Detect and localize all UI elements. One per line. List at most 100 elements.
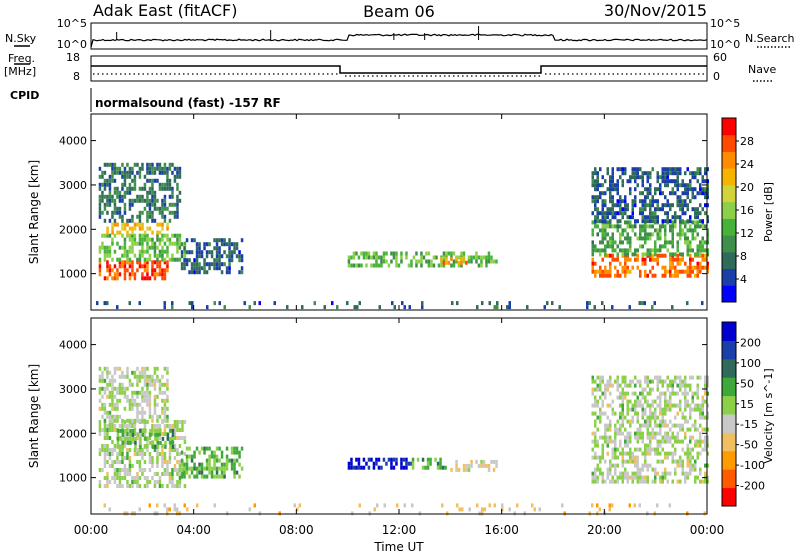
heatmap-cell (166, 174, 169, 179)
heatmap-cell (699, 435, 702, 440)
heatmap-cell (636, 403, 639, 408)
heatmap-cell (113, 418, 117, 423)
heatmap-cell (131, 418, 134, 423)
heatmap-cell (131, 166, 134, 171)
heatmap-cell (118, 390, 122, 395)
heatmap-cell (141, 237, 144, 242)
heatmap-cell (704, 383, 707, 388)
heatmap-cell (138, 210, 142, 215)
heatmap-cell (624, 383, 627, 388)
heatmap-cell (467, 255, 471, 260)
heatmap-cell (193, 266, 196, 271)
heatmap-cell (591, 257, 594, 262)
heatmap-cell (596, 475, 599, 480)
heatmap-cell (106, 198, 109, 203)
heatmap-cell (679, 219, 682, 224)
heatmap-cell (684, 375, 687, 380)
heatmap-cell (626, 439, 629, 444)
heatmap-cell (166, 406, 169, 411)
heatmap-cell (118, 264, 122, 269)
heatmap-cell (594, 171, 597, 176)
heatmap-cell (634, 455, 637, 460)
heatmap-cell (133, 390, 137, 395)
heatmap-cell (218, 238, 221, 243)
heatmap-cell (223, 470, 226, 475)
heatmap-cell (370, 263, 373, 268)
heatmap-cell (591, 220, 594, 225)
heatmap-cell (601, 257, 604, 262)
heatmap-cell (631, 415, 634, 420)
heatmap-cell (134, 444, 137, 449)
heatmap-cell (173, 456, 177, 460)
heatmap-cell (614, 411, 617, 416)
heatmap-cell (488, 301, 491, 306)
heatmap-cell (704, 415, 707, 420)
heatmap-cell (646, 451, 649, 456)
heatmap-cell (646, 175, 649, 180)
heatmap-cell (674, 459, 677, 464)
heatmap-cell (681, 183, 684, 188)
heatmap-cell (163, 162, 167, 167)
heatmap-cell (230, 458, 234, 463)
heatmap-cell (696, 427, 699, 432)
heatmap-cell (684, 191, 687, 196)
nave-label: Nave (748, 63, 776, 76)
heatmap-cell (706, 252, 709, 257)
heatmap-cell (694, 228, 697, 233)
heatmap-cell (151, 202, 154, 207)
heatmap-cell (591, 411, 594, 416)
heatmap-cell (669, 451, 672, 456)
heatmap-cell (178, 174, 182, 179)
heatmap-cell (681, 411, 684, 416)
heatmap-cell (639, 244, 642, 249)
heatmap-cell (143, 394, 147, 399)
heatmap-cell (656, 236, 659, 241)
colorbar-tick-label: 15 (740, 398, 754, 411)
heatmap-cell (128, 190, 132, 195)
colorbar-tick-label: 16 (740, 204, 754, 217)
heatmap-cell (591, 171, 594, 176)
heatmap-cell (591, 387, 594, 392)
heatmap-cell (173, 210, 177, 215)
heatmap-cell (347, 461, 351, 466)
heatmap-cell (624, 379, 627, 384)
heatmap-cell (634, 224, 637, 229)
heatmap-cell (487, 463, 491, 468)
heatmap-cell (644, 411, 647, 416)
heatmap-cell (225, 466, 229, 471)
heatmap-cell (133, 402, 137, 407)
heatmap-cell (706, 191, 709, 196)
heatmap-cell (656, 459, 659, 464)
heatmap-cell (161, 410, 164, 415)
heatmap-cell (641, 191, 644, 196)
heatmap-cell (203, 450, 206, 455)
heatmap-cell (666, 403, 669, 408)
heatmap-cell (123, 394, 127, 399)
heatmap-cell (98, 432, 102, 436)
heatmap-cell (676, 232, 679, 237)
colorbar-swatch (722, 134, 736, 152)
heatmap-cell (166, 249, 169, 254)
heatmap-cell (636, 435, 639, 440)
heatmap-cell (606, 224, 609, 229)
heatmap-cell (669, 265, 672, 270)
heatmap-cell (352, 255, 356, 260)
heatmap-cell (163, 260, 167, 265)
heatmap-cell (208, 266, 211, 271)
heatmap-cell (116, 386, 119, 391)
heatmap-cell (659, 375, 662, 380)
heatmap-cell (649, 391, 652, 396)
heatmap-cell (392, 251, 396, 256)
heatmap-cell (691, 187, 694, 192)
heatmap-cell (357, 255, 361, 260)
velocity-colorbar-label: Velocity [m s^-1] (762, 368, 775, 463)
heatmap-cell (666, 211, 669, 216)
heatmap-cell (111, 476, 114, 480)
heatmap-cell (101, 374, 104, 379)
heatmap-cell (138, 174, 142, 179)
heatmap-cell (178, 460, 182, 464)
heatmap-cell (161, 432, 164, 436)
noise-right-tick-bottom: 10^0 (710, 38, 740, 51)
velocity-ylabel: Slant Range [km] (27, 364, 41, 468)
heatmap-cell (701, 395, 704, 400)
